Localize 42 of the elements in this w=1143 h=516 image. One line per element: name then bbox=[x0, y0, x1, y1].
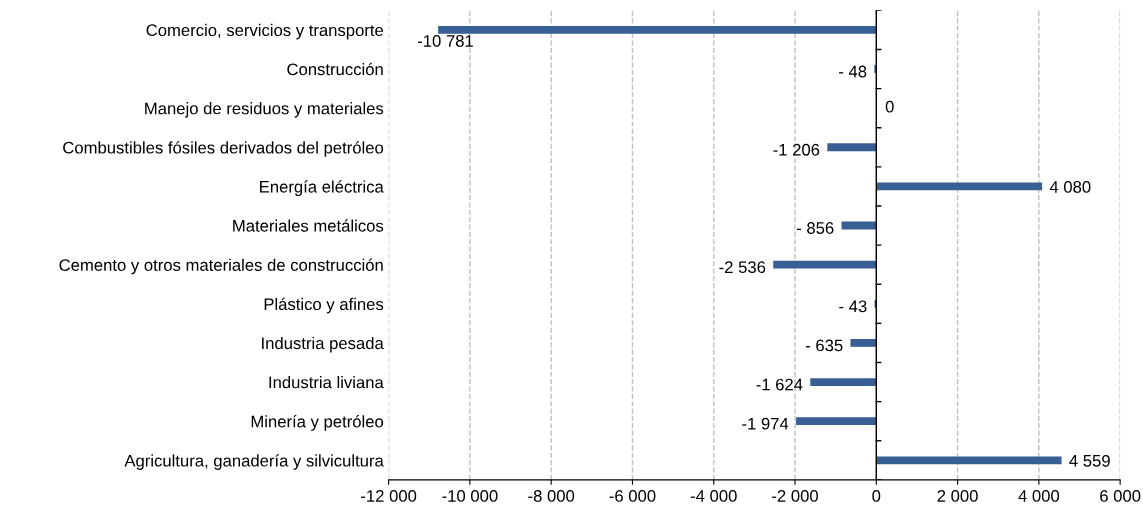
x-tick-label: -12 000 bbox=[361, 490, 417, 502]
data-label: -1 974 bbox=[742, 417, 789, 430]
y-tick-label: Construcción bbox=[287, 62, 383, 76]
y-tick-label: Energía eléctrica bbox=[260, 180, 384, 196]
x-tick-label: -8 000 bbox=[528, 490, 575, 502]
bar bbox=[773, 260, 877, 269]
data-label: -1 624 bbox=[756, 378, 803, 391]
data-label: 4 559 bbox=[1069, 454, 1110, 467]
data-label: - 856 bbox=[796, 222, 834, 234]
bar bbox=[810, 378, 877, 386]
x-tick-label: -10 000 bbox=[442, 490, 498, 502]
bar bbox=[827, 143, 877, 152]
y-tick-label: Agricultura, ganadería y silvicultura bbox=[124, 454, 384, 470]
y-tick-label: Cemento y otros materiales de construcción bbox=[59, 258, 383, 275]
x-tick-label: -6 000 bbox=[609, 490, 656, 502]
y-tick-label: Manejo de residuos y materiales bbox=[145, 102, 384, 118]
y-tick-label: Industria liviana bbox=[269, 376, 384, 389]
bar bbox=[796, 417, 877, 426]
bar bbox=[876, 456, 1062, 465]
data-label: -1 206 bbox=[773, 143, 820, 156]
bar bbox=[850, 339, 877, 347]
y-tick-label: Minería y petróleo bbox=[251, 415, 384, 431]
data-label: 0 bbox=[885, 100, 894, 113]
x-tick-label: -2 000 bbox=[772, 490, 818, 502]
data-label: 4 080 bbox=[1049, 181, 1091, 193]
data-label: -10 781 bbox=[417, 35, 473, 47]
bar bbox=[438, 25, 877, 34]
y-tick-label: Plástico y afines bbox=[264, 297, 384, 314]
x-tick-label: 2 000 bbox=[937, 490, 978, 502]
bar bbox=[876, 182, 1043, 191]
y-tick-label: Materiales metálicos bbox=[233, 219, 384, 232]
y-tick-label: Comercio, servicios y transporte bbox=[146, 23, 384, 40]
x-tick-label: 4 000 bbox=[1018, 490, 1060, 502]
data-label: - 635 bbox=[805, 339, 843, 352]
data-label: - 48 bbox=[839, 65, 867, 78]
x-tick-label: 0 bbox=[872, 490, 881, 502]
x-tick-label: 6 000 bbox=[1100, 490, 1141, 502]
y-tick-label: Combustibles fósiles derivados del petróleo bbox=[63, 141, 384, 157]
y-tick-label: Industria pesada bbox=[262, 336, 384, 353]
data-label: -2 536 bbox=[719, 261, 766, 274]
x-tick-label: -4 000 bbox=[690, 490, 737, 502]
data-label: - 43 bbox=[839, 300, 867, 313]
